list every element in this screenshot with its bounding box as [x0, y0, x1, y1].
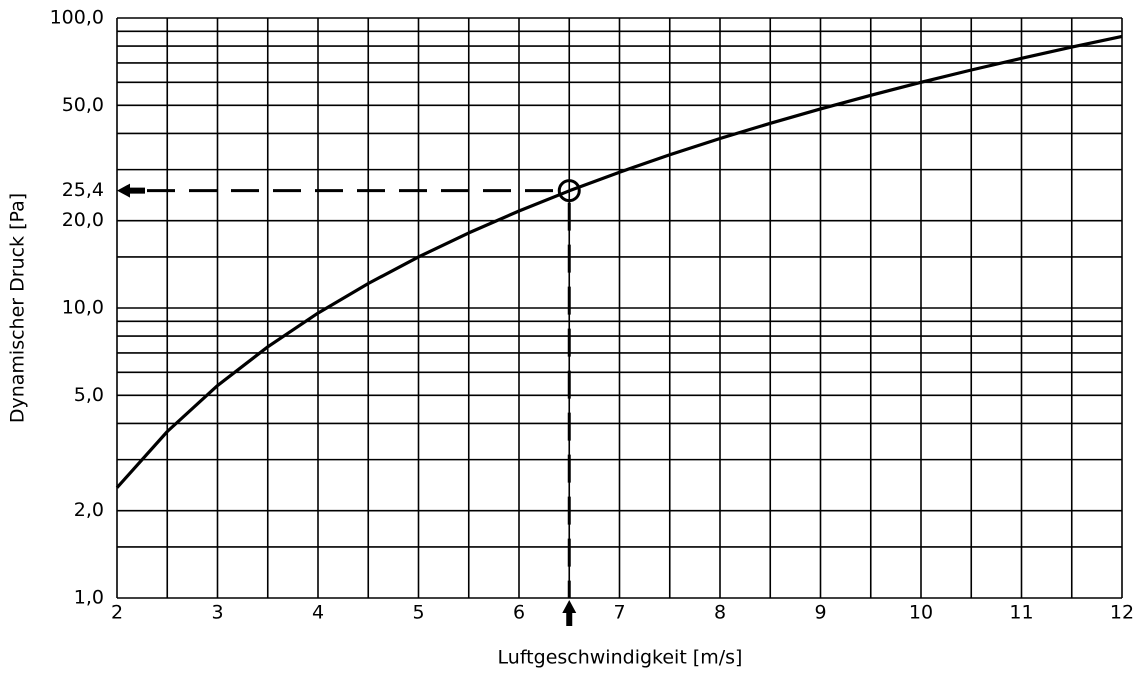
y-axis-label: Dynamischer Druck [Pa]	[7, 193, 29, 423]
x-tick-label: 5	[412, 602, 424, 624]
y-tick-label: 50,0	[62, 94, 104, 116]
x-tick-label: 2	[111, 602, 123, 624]
y-tick-label: 2,0	[74, 499, 104, 521]
x-tick-label: 7	[613, 602, 625, 624]
x-tick-label: 10	[909, 602, 933, 624]
x-tick-label: 12	[1110, 602, 1134, 624]
y-tick-label: 1,0	[74, 587, 104, 609]
arrow-left	[117, 183, 145, 198]
x-tick-label: 8	[714, 602, 726, 624]
x-tick-label: 4	[312, 602, 324, 624]
y-tick-label: 25,4	[62, 179, 104, 201]
y-tick-label: 20,0	[62, 209, 104, 231]
x-tick-label: 3	[211, 602, 223, 624]
x-tick-label: 6	[513, 602, 525, 624]
arrow-up	[562, 600, 577, 626]
x-tick-label: 9	[814, 602, 826, 624]
y-tick-label: 5,0	[74, 384, 104, 406]
marker	[557, 179, 581, 203]
y-tick-label: 100,0	[50, 7, 104, 29]
curve	[115, 34, 1123, 489]
y-tick-label: 10,0	[62, 297, 104, 319]
x-axis-label: Luftgeschwindigkeit [m/s]	[498, 647, 743, 669]
x-tick-label: 11	[1009, 602, 1033, 624]
